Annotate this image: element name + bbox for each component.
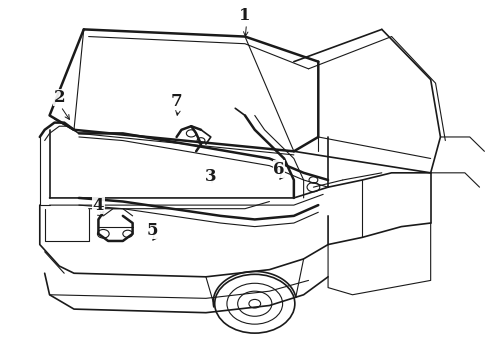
Text: 4: 4 [93, 197, 104, 213]
Text: 7: 7 [171, 93, 182, 109]
Text: 6: 6 [273, 161, 285, 178]
Text: 3: 3 [205, 168, 217, 185]
Text: 1: 1 [239, 6, 251, 23]
Text: 5: 5 [147, 222, 158, 239]
Text: 2: 2 [53, 89, 65, 106]
